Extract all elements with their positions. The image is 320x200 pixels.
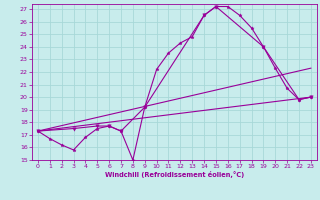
X-axis label: Windchill (Refroidissement éolien,°C): Windchill (Refroidissement éolien,°C) <box>105 171 244 178</box>
